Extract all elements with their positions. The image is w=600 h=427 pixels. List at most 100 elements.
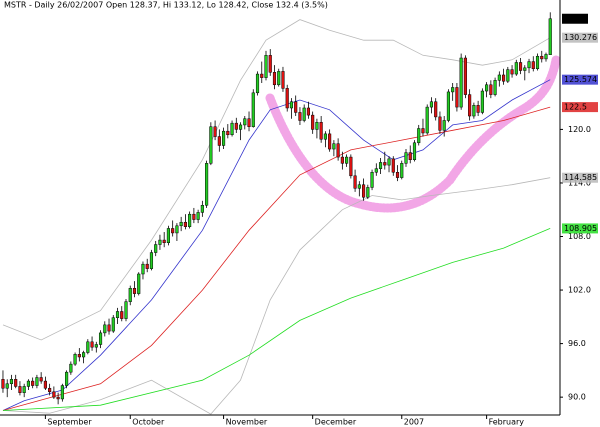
- candle-body: [294, 101, 298, 113]
- candle-body: [73, 354, 77, 365]
- candle-body: [366, 187, 370, 198]
- candle-body: [264, 55, 268, 78]
- y-tick-label: 108.0: [568, 232, 591, 241]
- candle-body: [243, 118, 247, 126]
- candle-body: [442, 120, 446, 131]
- candle-body: [374, 168, 378, 173]
- candle-body: [251, 92, 255, 127]
- candle-body: [277, 71, 281, 86]
- candle-body: [429, 101, 434, 108]
- candle-body: [154, 244, 158, 253]
- candle-body: [408, 152, 412, 161]
- candle-body: [417, 128, 421, 144]
- candle-body: [226, 130, 230, 136]
- candle-body: [497, 74, 501, 81]
- candle-body: [213, 126, 217, 137]
- candle-body: [336, 143, 340, 158]
- candle-body: [404, 152, 408, 164]
- candle-body: [86, 341, 90, 353]
- candle-body: [9, 379, 14, 385]
- candle-body: [357, 184, 361, 189]
- candle-body: [128, 288, 132, 302]
- candle-body: [255, 73, 260, 94]
- close-label: 132.4: [564, 14, 587, 23]
- candle-body: [387, 158, 391, 166]
- candle-body: [518, 62, 523, 71]
- candle-body: [90, 341, 94, 348]
- candle-body: [315, 122, 319, 130]
- candle-body: [468, 94, 472, 117]
- candle-body: [480, 90, 484, 113]
- candle-body: [56, 396, 60, 400]
- candle-body: [115, 311, 120, 318]
- candle-body: [52, 391, 56, 398]
- candle-body: [268, 55, 272, 73]
- candle-body: [323, 133, 327, 140]
- candle-body: [188, 213, 192, 227]
- indicator-line: [2, 19, 551, 341]
- candle-body: [175, 225, 179, 234]
- candle-body: [69, 363, 73, 373]
- y-tick-label: 102.0: [568, 286, 591, 295]
- candle-body: [502, 74, 506, 82]
- candle-body: [527, 61, 531, 69]
- candle-body: [455, 87, 459, 108]
- candle-body: [349, 156, 353, 177]
- chart-title: MSTR - Daily 26/02/2007 Open 128.37, Hi …: [4, 1, 328, 10]
- candle-body: [43, 380, 47, 389]
- candle-body: [26, 380, 30, 387]
- candle-body: [217, 136, 221, 146]
- candle-body: [107, 324, 111, 332]
- candle-body: [120, 311, 124, 319]
- x-tick-label: December: [315, 418, 357, 427]
- y-tick-label: 120.0: [568, 125, 591, 134]
- x-tick-label: 2007: [404, 418, 424, 427]
- candle-body: [5, 383, 9, 389]
- x-tick-label: February: [489, 418, 525, 427]
- candle-body: [230, 122, 234, 136]
- candle-body: [514, 62, 518, 75]
- candle-body: [272, 72, 277, 86]
- candle-body: [141, 263, 145, 275]
- candle-body: [31, 380, 35, 386]
- candle-body: [14, 379, 18, 387]
- candle-body: [506, 69, 510, 82]
- candle-body: [493, 80, 497, 95]
- indicator-line: [2, 79, 551, 411]
- candle-body: [531, 61, 535, 69]
- candle-body: [77, 354, 81, 358]
- end-label-box: [562, 102, 598, 113]
- end-label-box: [562, 32, 598, 43]
- cup-highlight: [265, 55, 561, 213]
- end-label: 125.574: [564, 75, 597, 84]
- candle-body: [281, 71, 285, 89]
- candle-body: [434, 101, 438, 118]
- y-tick-label: 114.0: [568, 178, 591, 187]
- candle-body: [39, 377, 43, 382]
- candle-body: [179, 221, 183, 227]
- candle-body: [332, 143, 336, 150]
- candle-body: [65, 371, 69, 386]
- candle-body: [48, 387, 52, 393]
- candle-body: [234, 122, 238, 130]
- candle-body: [370, 171, 374, 188]
- candle-body: [111, 317, 115, 332]
- candle-body: [166, 228, 170, 244]
- candle-body: [412, 142, 417, 161]
- candle-body: [222, 130, 226, 146]
- candle-body: [192, 213, 196, 220]
- candle-body: [94, 344, 98, 348]
- candle-body: [183, 221, 187, 227]
- candle-body: [438, 116, 442, 131]
- candle-body: [18, 386, 22, 393]
- x-tick-label: November: [226, 418, 268, 427]
- candle-body: [35, 377, 39, 386]
- candle-body: [540, 55, 544, 60]
- candle-body: [421, 128, 425, 134]
- end-label-box: [562, 223, 598, 234]
- candle-body: [149, 252, 154, 269]
- candle-body: [1, 379, 5, 389]
- candle-body: [158, 239, 162, 245]
- candle-body: [345, 156, 349, 164]
